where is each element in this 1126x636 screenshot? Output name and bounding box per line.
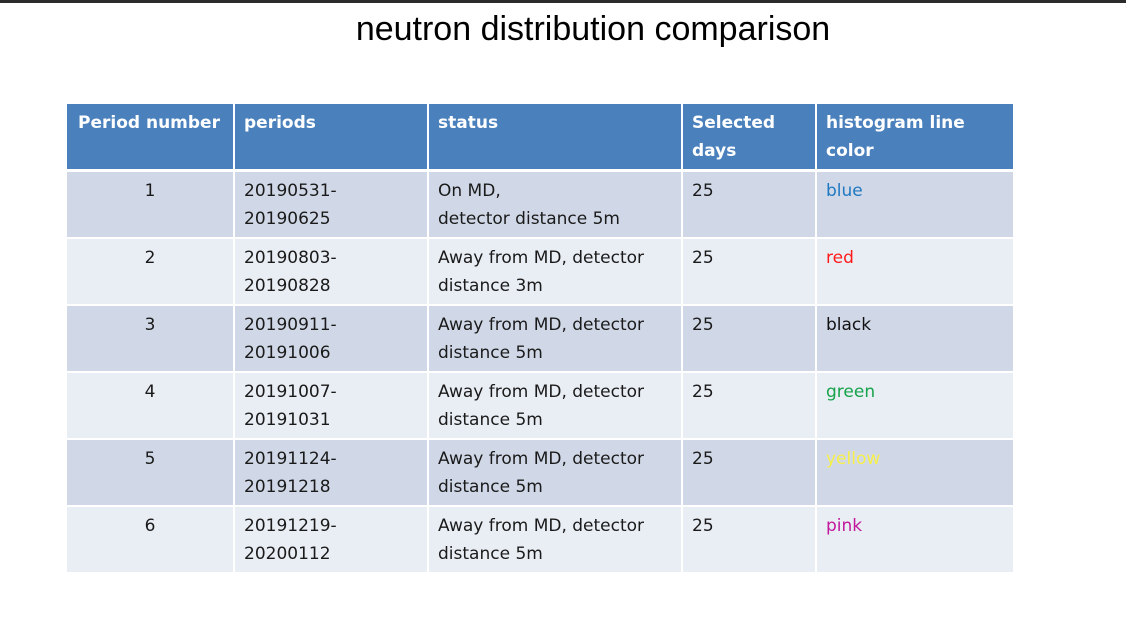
cell-histogram-line-color: green <box>816 372 1013 440</box>
header-histogram-line-color: histogram line color <box>816 104 1013 172</box>
cell-histogram-line-color: yellow <box>816 439 1013 507</box>
cell-histogram-line-color: red <box>816 238 1013 306</box>
table-row: 5 20191124- 20191218 Away from MD, detect… <box>67 439 1013 507</box>
cell-selected-days: 25 <box>682 305 817 373</box>
period-start: 20191219- <box>244 516 337 536</box>
cell-period-number: 6 <box>67 506 235 574</box>
cell-periods: 20190911- 20191006 <box>234 305 429 373</box>
period-end: 20190828 <box>244 276 331 296</box>
table-row: 4 20191007- 20191031 Away from MD, detect… <box>67 372 1013 440</box>
cell-periods: 20190803- 20190828 <box>234 238 429 306</box>
cell-periods: 20191124- 20191218 <box>234 439 429 507</box>
status-line1: Away from MD, detector <box>438 315 645 335</box>
status-line1: Away from MD, detector <box>438 516 645 536</box>
top-border <box>0 0 1126 3</box>
cell-periods: 20190531- 20190625 <box>234 170 429 239</box>
period-end: 20190625 <box>244 209 331 229</box>
status-line2: distance 3m <box>438 276 543 296</box>
table-row: 6 20191219- 20200112 Away from MD, detect… <box>67 506 1013 574</box>
header-periods: periods <box>234 104 429 172</box>
cell-period-number: 3 <box>67 305 235 373</box>
header-selected-days: Selected days <box>682 104 817 172</box>
cell-period-number: 5 <box>67 439 235 507</box>
cell-status: Away from MD, detector distance 5m <box>428 506 683 574</box>
table-header: Period number periods status Selected day… <box>67 104 1013 172</box>
status-line2: distance 5m <box>438 410 543 430</box>
period-start: 20190803- <box>244 248 337 268</box>
periods-table: Period number periods status Selected day… <box>67 104 1013 574</box>
cell-histogram-line-color: black <box>816 305 1013 373</box>
cell-status: Away from MD, detector distance 3m <box>428 238 683 306</box>
period-start: 20191007- <box>244 382 337 402</box>
status-line2: distance 5m <box>438 477 543 497</box>
table-body: 1 20190531- 20190625 On MD, detector dista… <box>67 170 1013 574</box>
table-row: 1 20190531- 20190625 On MD, detector dista… <box>67 170 1013 239</box>
period-start: 20190911- <box>244 315 337 335</box>
cell-histogram-line-color: blue <box>816 170 1013 239</box>
header-period-number: Period number <box>67 104 235 172</box>
cell-selected-days: 25 <box>682 372 817 440</box>
cell-period-number: 4 <box>67 372 235 440</box>
cell-selected-days: 25 <box>682 439 817 507</box>
status-line1: Away from MD, detector <box>438 449 645 469</box>
cell-selected-days: 25 <box>682 506 817 574</box>
cell-status: On MD, detector distance 5m <box>428 170 683 239</box>
status-line2: detector distance 5m <box>438 209 620 229</box>
status-line1: Away from MD, detector <box>438 248 645 268</box>
period-start: 20191124- <box>244 449 337 469</box>
period-end: 20200112 <box>244 544 331 564</box>
period-end: 20191031 <box>244 410 331 430</box>
status-line2: distance 5m <box>438 343 543 363</box>
header-selected-days-line1: Selected <box>692 113 776 133</box>
period-end: 20191006 <box>244 343 331 363</box>
cell-selected-days: 25 <box>682 238 817 306</box>
header-status: status <box>428 104 683 172</box>
cell-period-number: 1 <box>67 170 235 239</box>
cell-selected-days: 25 <box>682 170 817 239</box>
status-line1: Away from MD, detector <box>438 382 645 402</box>
status-line2: distance 5m <box>438 544 543 564</box>
cell-status: Away from MD, detector distance 5m <box>428 305 683 373</box>
period-end: 20191218 <box>244 477 331 497</box>
cell-status: Away from MD, detector distance 5m <box>428 372 683 440</box>
header-row: Period number periods status Selected day… <box>67 104 1013 172</box>
cell-status: Away from MD, detector distance 5m <box>428 439 683 507</box>
cell-periods: 20191219- 20200112 <box>234 506 429 574</box>
status-line1: On MD, <box>438 181 501 201</box>
cell-periods: 20191007- 20191031 <box>234 372 429 440</box>
header-color-line2: color <box>826 141 874 161</box>
cell-period-number: 2 <box>67 238 235 306</box>
period-start: 20190531- <box>244 181 337 201</box>
header-selected-days-line2: days <box>692 141 737 161</box>
slide-title: neutron distribution comparison <box>355 10 831 48</box>
table-row: 2 20190803- 20190828 Away from MD, detect… <box>67 238 1013 306</box>
header-color-line1: histogram line <box>826 113 965 133</box>
table-row: 3 20190911- 20191006 Away from MD, detect… <box>67 305 1013 373</box>
cell-histogram-line-color: pink <box>816 506 1013 574</box>
